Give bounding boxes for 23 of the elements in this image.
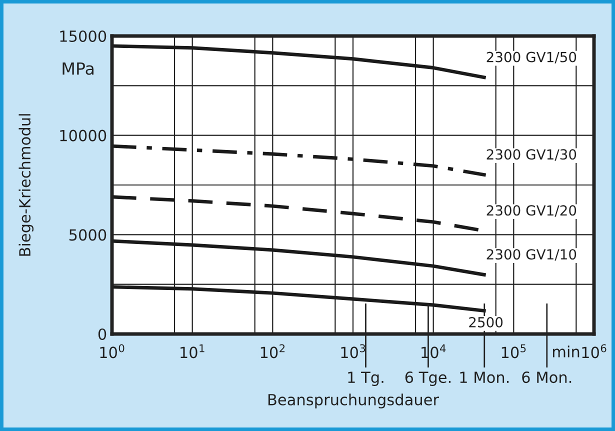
y-axis-title: Biege-Kriechmodul <box>18 114 34 256</box>
y-tick-label: 0 <box>98 328 106 340</box>
series-label: 2300 GV1/10 <box>486 249 576 261</box>
text: MPa <box>62 62 94 75</box>
y-tick-label: 5000 <box>69 229 106 241</box>
ref-line-label: 6 Tge. <box>405 372 451 386</box>
ref-line-label: 6 Mon. <box>522 372 572 384</box>
ref-line-label: 1 Tg. <box>348 372 384 386</box>
series-label: 2300 GV1/50 <box>486 52 576 64</box>
x-tick-label: 10$^{6}$ <box>582 344 606 358</box>
x-tick-label: 10$^{1}$ <box>180 344 204 358</box>
x-tick-label: 10$^{0}$ <box>100 344 124 358</box>
series-label: 2500 <box>469 316 503 328</box>
series-label: 2300 GV1/20 <box>486 205 576 217</box>
x-tick-label: 10$^{2}$ <box>260 344 285 358</box>
y-tick-label: 10000 <box>60 130 106 142</box>
series-label: 2300 GV1/30 <box>486 149 576 161</box>
ref-line-label: 1 Mon. <box>460 372 509 384</box>
y-tick-label: 15000 <box>60 30 106 42</box>
x-axis-title: Beanspruchungsdauer <box>268 394 440 408</box>
text: min <box>552 346 580 358</box>
x-tick-label: 10$^{5}$ <box>502 344 526 358</box>
x-tick-label: 10$^{3}$ <box>341 344 366 358</box>
